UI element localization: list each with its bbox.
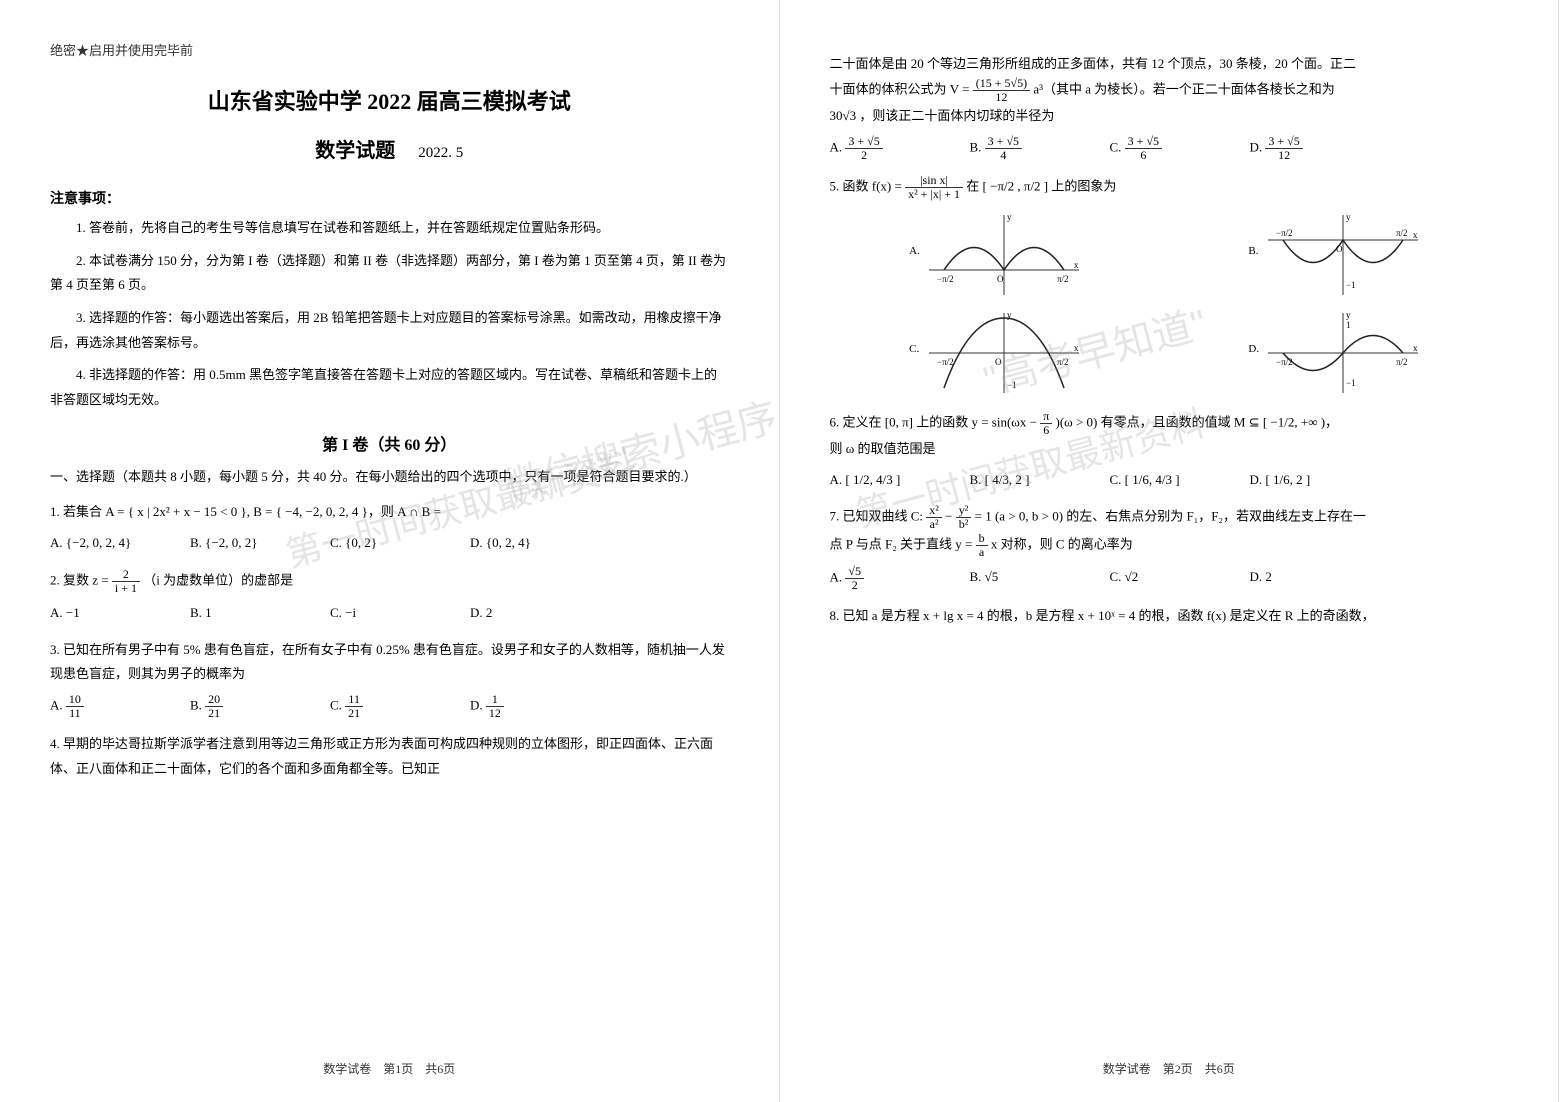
q2-opt-c: C. −i	[330, 601, 440, 626]
q4-opt-a: A. 3 + √52	[830, 135, 940, 162]
q7: 7. 已知双曲线 C: x²a² − y²b² = 1 (a > 0, b > …	[830, 504, 1509, 592]
svg-text:y: y	[1007, 310, 1012, 320]
q1-opt-c: C. {0, 2}	[330, 531, 440, 556]
q4-cont: 二十面体是由 20 个等边三角形所组成的正多面体，共有 12 个顶点，30 条棱…	[830, 52, 1509, 162]
svg-text:O: O	[1336, 244, 1343, 254]
page-2: 二十面体是由 20 个等边三角形所组成的正多面体，共有 12 个顶点，30 条棱…	[780, 0, 1559, 1102]
part1-title: 第 I 卷（共 60 分）	[50, 431, 729, 455]
q2-stem-post: （i 为虚数单位）的虚部是	[143, 572, 293, 587]
q5-graph-b: B. xy −π/2π/2 O−1	[1248, 210, 1428, 300]
svg-text:x: x	[1074, 260, 1079, 270]
q6: 6. 定义在 [0, π] 上的函数 y = sin(ωx − π6 )(ω >…	[830, 410, 1509, 493]
q5: 5. 函数 f(x) = |sin x|x² + |x| + 1 在 [ −π/…	[830, 174, 1509, 201]
subject-text: 数学试题	[315, 140, 395, 162]
note-1: 1. 答卷前，先将自己的考生号等信息填写在试卷和答题纸上，并在答题纸规定位置贴条…	[50, 216, 729, 241]
q5-func-frac: |sin x|x² + |x| + 1	[905, 174, 963, 201]
q5-graph-d: D. xy −π/2π/2 1−1	[1248, 308, 1428, 398]
svg-text:−π/2: −π/2	[1276, 228, 1293, 238]
q4-opt-b: B. 3 + √54	[970, 135, 1080, 162]
footer-1: 数学试卷 第1页 共6页	[0, 1060, 779, 1077]
q5-graph-a: A. xy −π/2π/2 O	[909, 210, 1089, 300]
main-title: 山东省实验中学 2022 届高三模拟考试	[50, 84, 729, 116]
svg-text:O: O	[995, 357, 1002, 367]
note-3: 3. 选择题的作答：每小题选出答案后，用 2B 铅笔把答题卡上对应题目的答案标号…	[50, 306, 729, 355]
q6-options: A. [ 1/2, 4/3 ] B. [ 4/3, 2 ] C. [ 1/6, …	[830, 468, 1509, 493]
q3-options: A. 1011 B. 2021 C. 1121 D. 112	[50, 693, 729, 720]
q4-opt-d: D. 3 + √512	[1250, 135, 1360, 162]
q1-opt-d: D. {0, 2, 4}	[470, 531, 580, 556]
q6-opt-d: D. [ 1/6, 2 ]	[1250, 468, 1360, 493]
q3-opt-d: D. 112	[470, 693, 580, 720]
q2-options: A. −1 B. 1 C. −i D. 2	[50, 601, 729, 626]
q4-part1: 4. 早期的毕达哥拉斯学派学者注意到用等边三角形或正方形为表面可构成四种规则的立…	[50, 732, 729, 781]
q5-graphs-row1: A. xy −π/2π/2 O B. xy −π/2π/2 O−1	[830, 210, 1509, 300]
q1: 1. 若集合 A = { x | 2x² + x − 15 < 0 }, B =…	[50, 500, 729, 555]
svg-text:π/2: π/2	[1057, 357, 1069, 367]
svg-text:π/2: π/2	[1057, 274, 1069, 284]
secret-label: 绝密★启用并使用完毕前	[50, 40, 729, 59]
svg-text:−1: −1	[1346, 378, 1356, 388]
q7-opt-a: A. √52	[830, 565, 940, 592]
q3-opt-a: A. 1011	[50, 693, 160, 720]
svg-text:π/2: π/2	[1396, 228, 1408, 238]
q1-options: A. {−2, 0, 2, 4} B. {−2, 0, 2} C. {0, 2}…	[50, 531, 729, 556]
note-2: 2. 本试卷满分 150 分，分为第 I 卷（选择题）和第 II 卷（非选择题）…	[50, 249, 729, 298]
svg-text:x: x	[1074, 343, 1079, 353]
svg-text:−1: −1	[1007, 380, 1017, 390]
q2-opt-b: B. 1	[190, 601, 300, 626]
svg-text:y: y	[1346, 212, 1351, 222]
q7-opt-d: D. 2	[1250, 565, 1360, 592]
q2-stem-pre: 2. 复数 z =	[50, 572, 112, 587]
q4-opt-c: C. 3 + √56	[1110, 135, 1220, 162]
q8: 8. 已知 a 是方程 x + lg x = 4 的根，b 是方程 x + 10…	[830, 604, 1509, 629]
svg-text:−1: −1	[1346, 280, 1356, 290]
svg-text:−π/2: −π/2	[937, 357, 954, 367]
footer-2: 数学试卷 第2页 共6页	[780, 1060, 1559, 1077]
subject-title: 数学试题 2022. 5	[50, 134, 729, 163]
q2-opt-a: A. −1	[50, 601, 160, 626]
q7-options: A. √52 B. √5 C. √2 D. 2	[830, 565, 1509, 592]
q1-opt-b: B. {−2, 0, 2}	[190, 531, 300, 556]
q5-graphs-row2: C. xy −π/2π/2 O−1 D. xy −π/2π/2 1−1	[830, 308, 1509, 398]
svg-text:1: 1	[1346, 320, 1351, 330]
svg-text:x: x	[1413, 230, 1418, 240]
svg-text:y: y	[1346, 310, 1351, 320]
q7-opt-c: C. √2	[1110, 565, 1220, 592]
q6-opt-c: C. [ 1/6, 4/3 ]	[1110, 468, 1220, 493]
q3-opt-b: B. 2021	[190, 693, 300, 720]
svg-text:y: y	[1007, 212, 1012, 222]
page-1: 绝密★启用并使用完毕前 山东省实验中学 2022 届高三模拟考试 数学试题 20…	[0, 0, 780, 1102]
svg-text:x: x	[1413, 343, 1418, 353]
q3-opt-c: C. 1121	[330, 693, 440, 720]
q2-fraction: 2 i + 1	[112, 568, 140, 595]
part1-instruct: 一、选择题（本题共 8 小题，每小题 5 分，共 40 分。在每小题给出的四个选…	[50, 465, 729, 488]
q6-opt-a: A. [ 1/2, 4/3 ]	[830, 468, 940, 493]
q2-opt-d: D. 2	[470, 601, 580, 626]
svg-text:−π/2: −π/2	[937, 274, 954, 284]
q1-stem: 1. 若集合 A = { x | 2x² + x − 15 < 0 }, B =…	[50, 500, 729, 525]
q6-opt-b: B. [ 4/3, 2 ]	[970, 468, 1080, 493]
svg-text:−π/2: −π/2	[1276, 357, 1293, 367]
notes-heading: 注意事项：	[50, 188, 729, 208]
q2: 2. 复数 z = 2 i + 1 （i 为虚数单位）的虚部是 A. −1 B.…	[50, 568, 729, 626]
svg-text:O: O	[997, 274, 1004, 284]
q4-options: A. 3 + √52 B. 3 + √54 C. 3 + √56 D. 3 + …	[830, 135, 1509, 162]
q3-stem: 3. 已知在所有男子中有 5% 患有色盲症，在所有女子中有 0.25% 患有色盲…	[50, 638, 729, 687]
exam-date: 2022. 5	[418, 145, 463, 161]
q3: 3. 已知在所有男子中有 5% 患有色盲症，在所有女子中有 0.25% 患有色盲…	[50, 638, 729, 721]
q7-opt-b: B. √5	[970, 565, 1080, 592]
q5-graph-c: C. xy −π/2π/2 O−1	[909, 308, 1089, 398]
q1-opt-a: A. {−2, 0, 2, 4}	[50, 531, 160, 556]
note-4: 4. 非选择题的作答：用 0.5mm 黑色签字笔直接答在答题卡上对应的答题区域内…	[50, 363, 729, 412]
svg-text:π/2: π/2	[1396, 357, 1408, 367]
q4-volume-frac: (15 + 5√5)12	[973, 77, 1030, 104]
